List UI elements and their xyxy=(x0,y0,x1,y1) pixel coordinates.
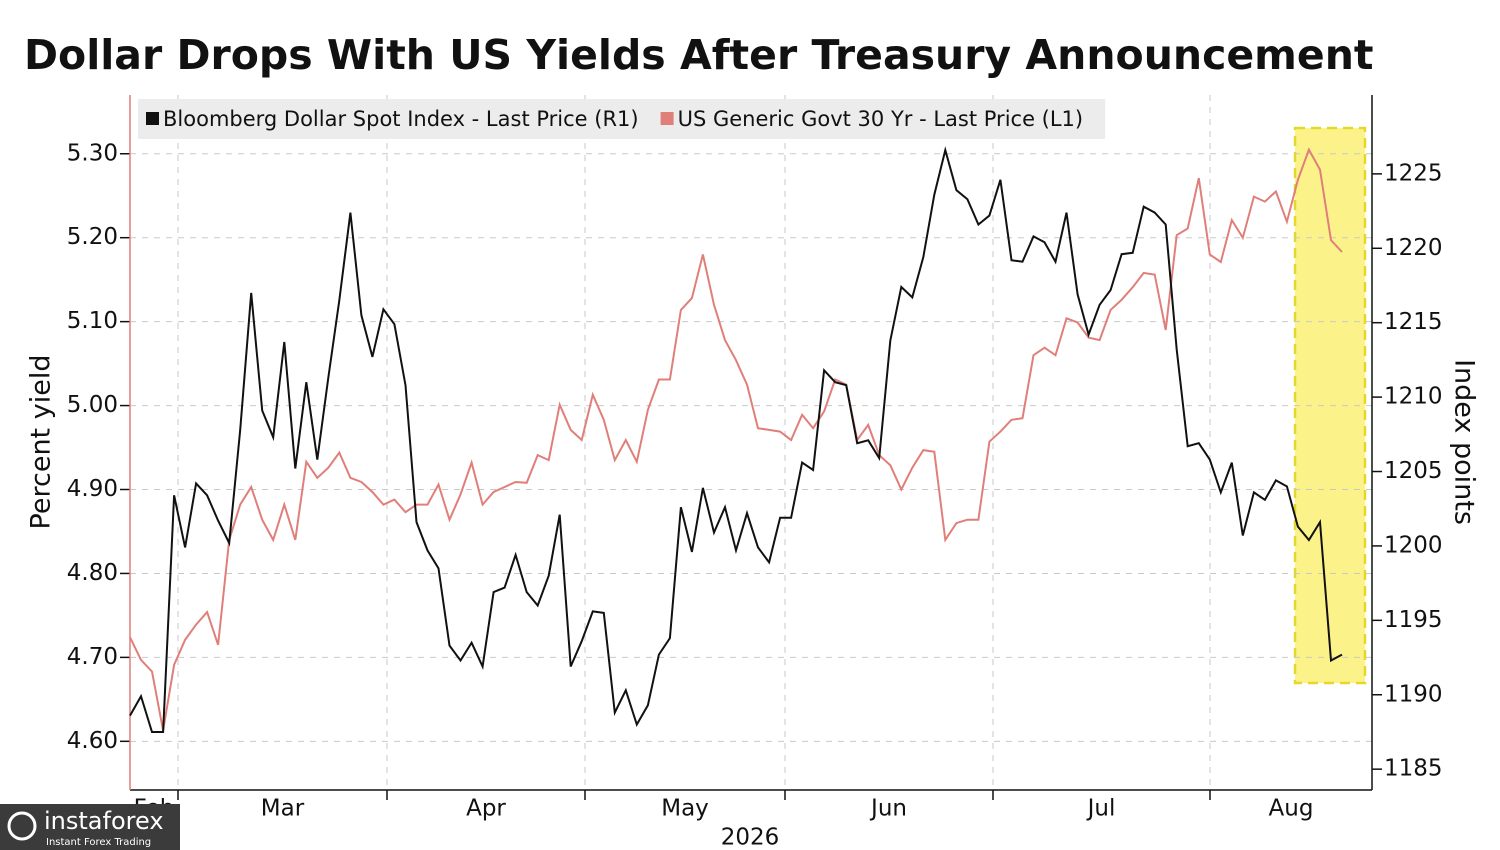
x-tick-label: Jun xyxy=(869,796,907,822)
watermark-tagline: Instant Forex Trading xyxy=(46,837,151,848)
legend-bg xyxy=(138,99,1106,139)
series-line xyxy=(129,146,1343,733)
y-tick-label: 5.00 xyxy=(67,392,118,418)
y-axis-label: Percent yield xyxy=(26,355,57,530)
watermark: instaforex Instant Forex Trading xyxy=(0,804,180,850)
y-tick-label: 5.10 xyxy=(67,308,118,334)
x-tick-label: Mar xyxy=(261,796,305,822)
y-tick-label: 5.20 xyxy=(67,224,118,250)
x-tick-label: May xyxy=(661,796,709,822)
legend-swatch xyxy=(146,112,159,125)
y2-tick-label: 1195 xyxy=(1384,607,1443,633)
x-axis-label: 2026 xyxy=(721,825,780,850)
y2-tick-label: 1200 xyxy=(1384,532,1443,558)
y2-tick-label: 1225 xyxy=(1384,160,1443,186)
chart-title: Dollar Drops With US Yields After Treasu… xyxy=(24,31,1374,79)
y2-tick-label: 1220 xyxy=(1384,235,1443,261)
y-tick-label: 4.70 xyxy=(67,644,118,670)
y-tick-label: 4.60 xyxy=(67,728,118,754)
x-tick-label: Aug xyxy=(1269,796,1314,822)
y2-tick-label: 1215 xyxy=(1384,309,1443,335)
y2-tick-label: 1210 xyxy=(1384,384,1443,410)
y-tick-label: 4.90 xyxy=(67,476,118,502)
legend-swatch xyxy=(660,112,674,125)
watermark-logo xyxy=(7,811,37,841)
x-tick-label: Jul xyxy=(1086,796,1116,822)
legend: Bloomberg Dollar Spot Index - Last Price… xyxy=(138,99,1106,139)
legend-label: US Generic Govt 30 Yr - Last Price (L1) xyxy=(678,107,1084,131)
y2-tick-label: 1205 xyxy=(1384,458,1443,484)
y2-axis-label: Index points xyxy=(1449,359,1480,525)
series-line xyxy=(129,147,1343,731)
y2-tick-label: 1185 xyxy=(1384,756,1443,782)
x-tick-label: Apr xyxy=(466,796,506,822)
y2-tick-label: 1190 xyxy=(1384,681,1443,707)
y-tick-label: 4.80 xyxy=(67,560,118,586)
legend-label: Bloomberg Dollar Spot Index - Last Price… xyxy=(163,107,639,131)
watermark-bg xyxy=(0,804,180,850)
watermark-brand: instaforex xyxy=(44,807,164,835)
y-tick-label: 5.30 xyxy=(67,140,118,166)
